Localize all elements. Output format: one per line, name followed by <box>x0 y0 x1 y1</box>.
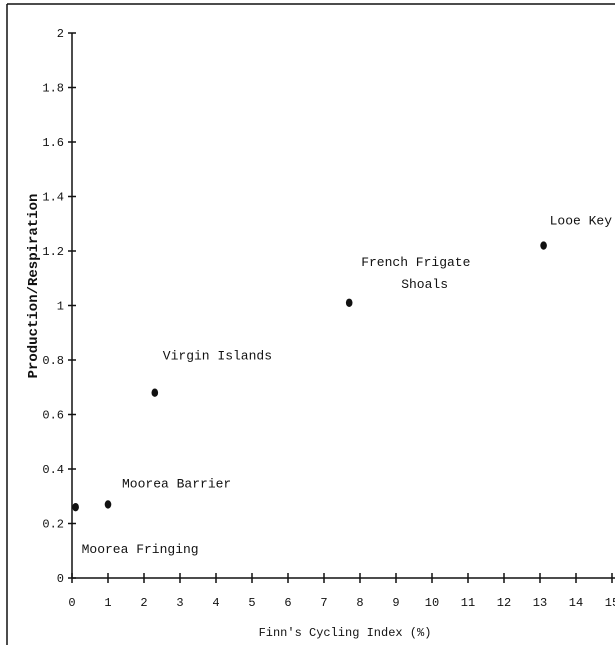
x-tick-label: 10 <box>425 596 439 610</box>
x-tick-label: 5 <box>248 596 255 610</box>
x-tick-label: 7 <box>320 596 327 610</box>
y-tick-label: 0.8 <box>42 354 64 368</box>
y-tick-label: 1 <box>57 300 64 314</box>
x-tick-label: 13 <box>533 596 547 610</box>
x-tick-label: 4 <box>212 596 219 610</box>
x-tick-label: 1 <box>104 596 111 610</box>
y-tick-label: 2 <box>57 27 64 41</box>
point-label: Shoals <box>401 277 448 292</box>
x-tick-label: 6 <box>284 596 291 610</box>
x-tick-label: 14 <box>569 596 583 610</box>
data-point <box>345 298 353 307</box>
y-axis-ticks: 0 0.2 0.4 0.6 0.8 1 1.2 1.4 1.6 1.8 2 <box>42 27 76 586</box>
data-point <box>151 388 159 397</box>
y-tick-label: 0.4 <box>42 463 64 477</box>
data-points: Moorea Fringing Moorea Barrier Virgin Isla… <box>72 214 613 557</box>
x-tick-label: 11 <box>461 596 475 610</box>
data-point <box>540 241 547 250</box>
y-tick-label: 1.2 <box>42 245 64 259</box>
y-tick-label: 1.4 <box>42 191 64 205</box>
y-tick-label: 0 <box>57 572 64 586</box>
x-tick-label: 12 <box>497 596 511 610</box>
x-tick-label: 2 <box>140 596 147 610</box>
point-label: French Frigate <box>361 255 470 270</box>
point-label: Looe Key <box>550 214 613 229</box>
y-tick-label: 0.2 <box>42 518 64 532</box>
data-point <box>72 502 79 512</box>
point-label: Moorea Fringing <box>82 542 199 557</box>
y-tick-label: 0.6 <box>42 409 64 423</box>
y-tick-label: 1.6 <box>42 136 64 150</box>
x-tick-label: 9 <box>392 596 399 610</box>
x-tick-label: 8 <box>356 596 363 610</box>
x-tick-label: 3 <box>176 596 183 610</box>
x-tick-label: 0 <box>68 596 75 610</box>
point-label: Virgin Islands <box>163 349 272 364</box>
x-tick-label: 15 <box>605 596 615 610</box>
point-label: Moorea Barrier <box>122 476 231 491</box>
data-point <box>104 500 112 509</box>
x-axis-title: Finn's Cycling Index (%) <box>259 626 432 640</box>
y-tick-label: 1.8 <box>42 82 64 96</box>
y-axis-title: Production/Respiration <box>26 194 42 379</box>
x-axis-ticks: 0123456789101112131415 <box>68 573 615 610</box>
